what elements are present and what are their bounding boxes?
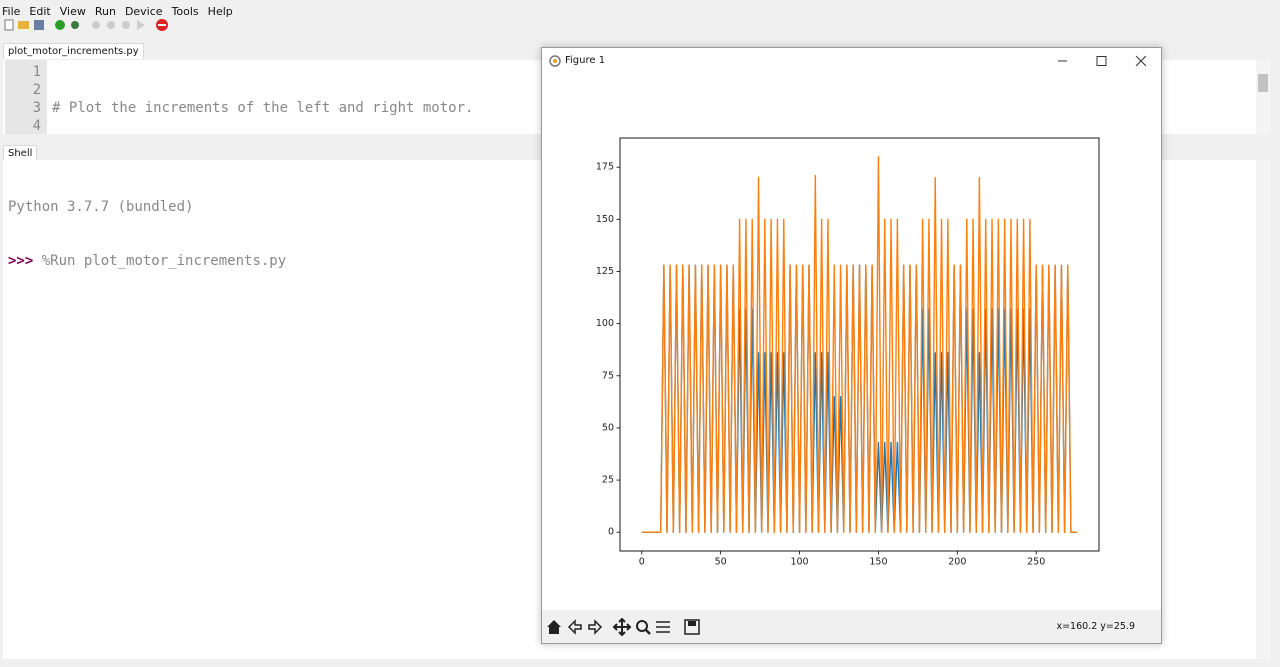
cursor-status: x=160.2 y=25.9 xyxy=(1056,621,1135,632)
menu-item[interactable]: Tools xyxy=(171,5,199,18)
toolbar xyxy=(4,19,168,31)
menu-item[interactable]: Help xyxy=(207,5,233,18)
save-icon xyxy=(688,621,696,626)
back-button[interactable] xyxy=(567,619,582,635)
forward-button[interactable] xyxy=(588,619,603,635)
scrollbar[interactable] xyxy=(1256,160,1270,659)
x-tick-label: 250 xyxy=(1027,557,1045,568)
menu-bar: File Edit View Run Device Tools Help xyxy=(2,0,242,19)
title-bar: Figure 1 xyxy=(542,48,1161,74)
line-number: 3 xyxy=(32,100,41,116)
close-button[interactable] xyxy=(1135,55,1147,67)
debug-button[interactable] xyxy=(71,21,79,29)
save-button[interactable] xyxy=(34,20,44,30)
x-tick-label: 200 xyxy=(948,557,966,568)
window-title: Figure 1 xyxy=(565,55,606,66)
shell-prompt: >>> xyxy=(8,253,34,269)
save-button[interactable] xyxy=(684,619,700,635)
tab-label: Shell xyxy=(8,148,33,159)
zoom-handle xyxy=(645,629,651,635)
shell-banner: Python 3.7.7 (bundled) xyxy=(8,199,194,215)
new-button[interactable] xyxy=(4,19,14,31)
y-tick-label: 25 xyxy=(602,475,614,486)
window-controls xyxy=(1058,55,1147,67)
shell-command: %Run plot_motor_increments.py xyxy=(33,253,287,269)
pan-button[interactable] xyxy=(612,618,632,636)
y-tick-label: 50 xyxy=(602,422,614,433)
resume-button[interactable] xyxy=(137,20,145,30)
zoom-button[interactable] xyxy=(636,620,648,632)
step-out-button[interactable] xyxy=(122,21,130,29)
menu-item[interactable]: File xyxy=(2,5,21,18)
menu-item[interactable]: View xyxy=(59,5,86,18)
line-number: 2 xyxy=(32,82,41,98)
y-tick-label: 0 xyxy=(608,527,614,538)
status-bar xyxy=(0,660,1280,667)
x-tick-label: 50 xyxy=(715,557,727,568)
line-numbers: 1 2 3 4 xyxy=(3,63,41,134)
line-number: 4 xyxy=(32,118,41,134)
stop-bar xyxy=(158,24,166,26)
data-line xyxy=(641,156,1078,533)
y-tick-label: 75 xyxy=(602,370,614,381)
home-button[interactable] xyxy=(547,620,561,634)
scroll-thumb[interactable] xyxy=(1258,74,1268,92)
run-button[interactable] xyxy=(55,20,65,30)
maximize-button[interactable] xyxy=(1096,56,1107,66)
y-tick-label: 100 xyxy=(596,318,614,329)
gutter xyxy=(5,60,47,134)
tab-label: plot_motor_increments.py xyxy=(8,46,139,57)
x-tick-label: 0 xyxy=(639,557,645,568)
editor-tab[interactable]: plot_motor_increments.py xyxy=(3,43,144,59)
app-icon xyxy=(549,55,561,67)
axes-frame xyxy=(619,137,1100,552)
open-button[interactable] xyxy=(18,21,29,29)
scrollbar[interactable] xyxy=(1256,60,1270,134)
y-tick-label: 150 xyxy=(596,214,614,225)
x-tick-label: 150 xyxy=(869,557,887,568)
figure-window: Figure 1 0 25 50 75 100 125 150 175 0 50 100 150 200… xyxy=(541,47,1162,644)
menu-item[interactable]: Run xyxy=(94,5,116,18)
line-number: 1 xyxy=(32,64,41,80)
menu-item[interactable]: Edit xyxy=(29,5,51,18)
code: # Plot the increments of the left and ri… xyxy=(52,63,473,134)
x-tick-label: 100 xyxy=(790,557,808,568)
shell-tab[interactable]: Shell xyxy=(3,145,38,161)
step-over-button[interactable] xyxy=(92,21,100,29)
comment: # Plot the increments of the left and ri… xyxy=(52,100,474,116)
plot-canvas: 0 25 50 75 100 125 150 175 0 50 100 150 200 250 xyxy=(596,137,1100,568)
step-into-button[interactable] xyxy=(107,21,115,29)
menu-item[interactable]: Device xyxy=(124,5,163,18)
y-tick-label: 125 xyxy=(596,266,614,277)
figure-toolbar: x=160.2 y=25.9 xyxy=(542,610,1161,643)
nav-buttons xyxy=(547,618,700,636)
configure-button[interactable] xyxy=(656,621,670,633)
y-tick-label: 175 xyxy=(596,162,614,173)
